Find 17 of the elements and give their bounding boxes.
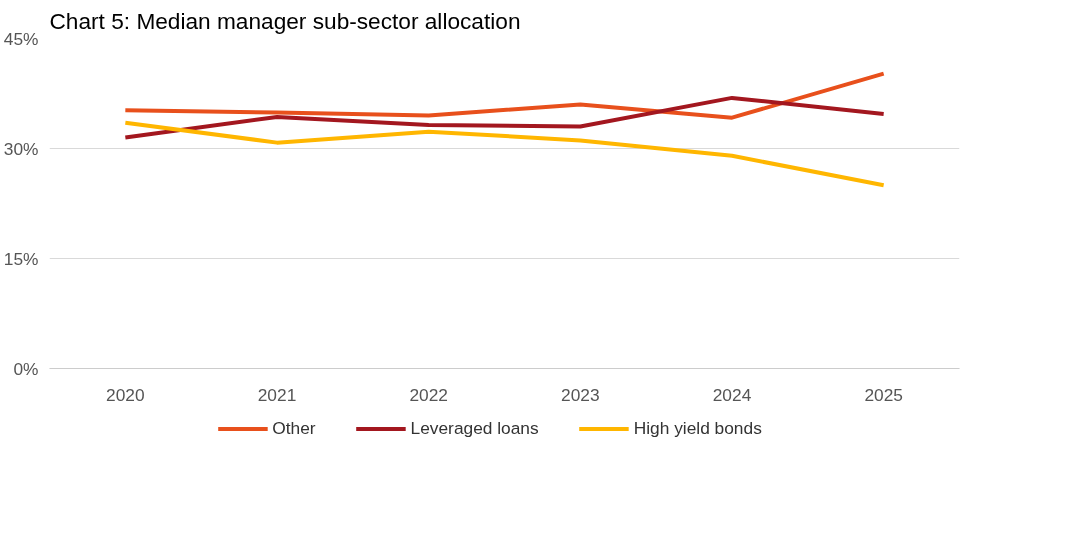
- x-tick-label: 2024: [712, 384, 752, 405]
- x-tick-label: 2025: [864, 384, 903, 405]
- line-series: [123, 120, 886, 188]
- legend-label: Other: [272, 417, 316, 439]
- y-tick-label: 15%: [3, 248, 39, 269]
- line-series: [123, 71, 886, 120]
- x-tick-label: 2020: [106, 384, 145, 405]
- legend-label: Leveraged loans: [410, 417, 539, 439]
- legend-label: High yield bonds: [633, 417, 762, 439]
- y-tick-label: 0%: [13, 358, 39, 379]
- y-tick-label: 30%: [3, 138, 39, 159]
- x-tick-label: 2023: [561, 384, 600, 405]
- chart-title: Chart 5: Median manager sub-sector allocation: [49, 7, 521, 34]
- y-tick-label: 45%: [3, 28, 39, 49]
- x-tick-label: 2021: [257, 384, 297, 405]
- x-tick-label: 2022: [409, 384, 448, 405]
- line-series: [123, 95, 886, 140]
